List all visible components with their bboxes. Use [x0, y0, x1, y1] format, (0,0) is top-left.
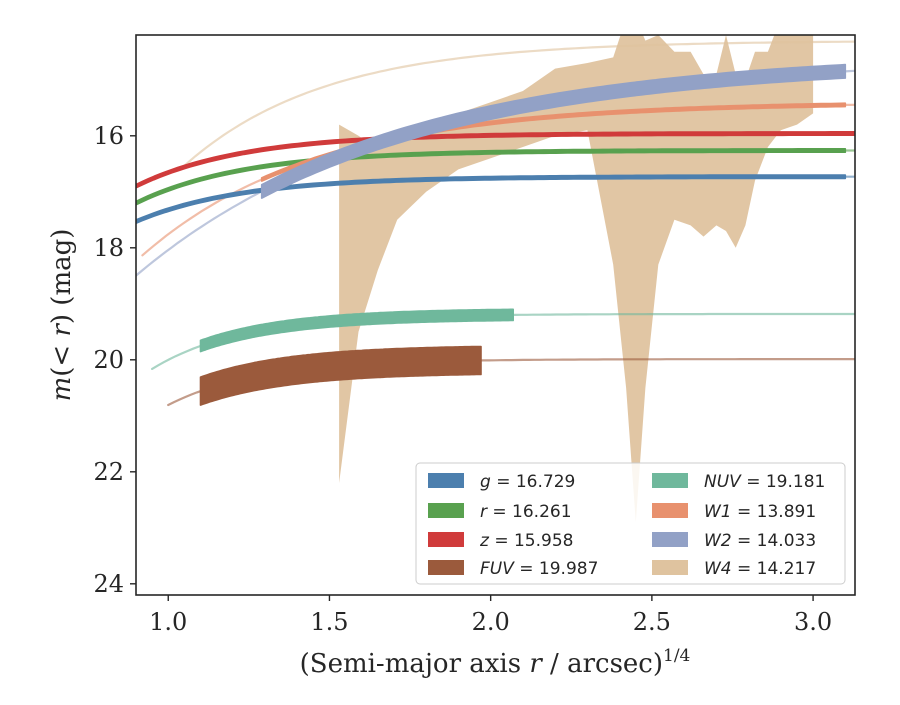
band-nuv-measured-curve	[199, 308, 514, 353]
band-w4-uncertainty	[339, 35, 814, 523]
legend-band-name: g	[480, 472, 491, 492]
x-tick-label: 2.5	[633, 608, 671, 636]
legend-band-name: r	[480, 502, 488, 522]
y-tick-label: 18	[93, 234, 124, 262]
legend-band-name: NUV	[704, 472, 742, 492]
x-tick-label: 1.0	[149, 608, 187, 636]
legend-band-name: FUV	[480, 559, 515, 579]
legend-band-value: = 16.261	[487, 502, 572, 522]
legend-item-w2: W2 = 14.033	[652, 531, 816, 551]
legend-swatch-r	[428, 503, 464, 518]
legend-item-fuv: FUV = 19.987	[428, 559, 598, 579]
legend-item-w4: W4 = 14.217	[652, 559, 816, 579]
x-tick-label: 2.0	[472, 608, 510, 636]
legend-band-value: = 15.958	[489, 531, 574, 551]
legend-swatch-w2	[652, 532, 688, 547]
legend-band-value: = 14.217	[732, 559, 817, 579]
legend-band-value: = 13.891	[732, 502, 817, 522]
legend-band-name: W2	[704, 531, 732, 551]
legend-swatch-g	[428, 473, 464, 488]
legend-band-value: = 19.181	[741, 472, 826, 492]
legend-item-w1: W1 = 13.891	[652, 502, 816, 522]
y-tick-label: 16	[93, 122, 124, 150]
legend-frame	[415, 462, 846, 585]
legend-item-nuv: NUV = 19.181	[652, 472, 825, 492]
y-tick-label: 24	[93, 570, 124, 598]
measured-curves	[136, 63, 855, 406]
plot-frame	[135, 34, 856, 596]
x-axis-label: (Semi-major axis r / arcsec)1/4	[300, 646, 691, 679]
legend-label-fuv: FUV = 19.987	[480, 559, 598, 579]
legend-label-w1: W1 = 13.891	[704, 502, 816, 522]
legend-band-value: = 16.729	[491, 472, 576, 492]
legend-label-nuv: NUV = 19.181	[704, 472, 825, 492]
legend-band-value: = 19.987	[514, 559, 599, 579]
legend-label-w2: W2 = 14.033	[704, 531, 816, 551]
legend-label-r: r = 16.261	[480, 502, 572, 522]
legend-band-name: z	[479, 531, 490, 551]
x-tick-label: 3.0	[794, 608, 832, 636]
legend-item-g: g = 16.729	[428, 472, 575, 492]
band-r-measured-curve	[136, 148, 847, 206]
legend-band-name: W1	[704, 502, 732, 522]
legend-swatch-z	[428, 532, 464, 547]
y-tick-label: 22	[93, 458, 124, 486]
legend-item-z: z = 15.958	[428, 531, 573, 551]
band-w4-model-curve	[183, 40, 855, 167]
legend-swatch-w4	[652, 560, 688, 575]
y-axis-ticks: 16 18 20 22 24	[93, 122, 136, 598]
legend-label-w4: W4 = 14.217	[704, 559, 816, 579]
band-w2-measured-curve	[260, 63, 847, 199]
legend-band-value: = 14.033	[732, 531, 817, 551]
band-fuv-measured-curve	[199, 345, 482, 406]
band-g-measured-curve	[136, 174, 847, 225]
x-tick-label: 1.5	[310, 608, 348, 636]
legend-swatch-w1	[652, 503, 688, 518]
y-tick-label: 20	[93, 346, 124, 374]
legend-band-name: W4	[704, 559, 732, 579]
legend-label-z: z = 15.958	[479, 531, 573, 551]
x-axis-ticks: 1.0 1.5 2.0 2.5 3.0	[149, 595, 832, 636]
legend-swatch-nuv	[652, 473, 688, 488]
y-axis-label: m(< r) (mag)	[47, 229, 77, 402]
legend-item-r: r = 16.261	[428, 502, 572, 522]
legend-swatch-fuv	[428, 560, 464, 575]
legend-label-g: g = 16.729	[480, 472, 575, 492]
uncertainty-bands	[339, 35, 814, 523]
